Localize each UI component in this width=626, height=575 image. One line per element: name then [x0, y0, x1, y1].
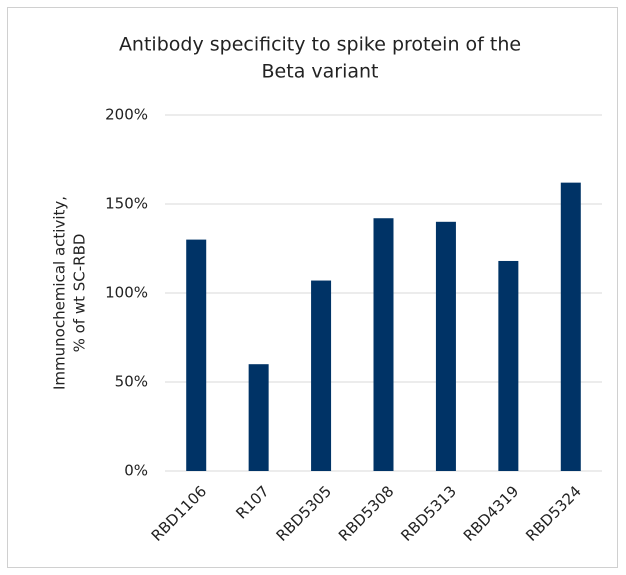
- y-tick-label: 50%: [115, 373, 148, 391]
- y-axis-label: Immunochemical activity,: [51, 196, 69, 390]
- y-tick-label: 100%: [105, 284, 148, 302]
- bar: [498, 260, 519, 471]
- y-tick-label: 150%: [105, 195, 148, 213]
- bar: [186, 239, 207, 471]
- y-tick-label: 200%: [105, 106, 148, 124]
- bar: [248, 364, 269, 471]
- chart-title: Antibody specificity to spike protein of…: [119, 34, 521, 56]
- y-axis-label: % of wt SC-RBD: [71, 234, 89, 353]
- bar: [311, 280, 332, 471]
- bar: [373, 218, 394, 471]
- chart-title: Beta variant: [262, 61, 379, 83]
- bar: [435, 221, 456, 471]
- bar: [560, 182, 581, 471]
- y-tick-label: 0%: [124, 462, 148, 480]
